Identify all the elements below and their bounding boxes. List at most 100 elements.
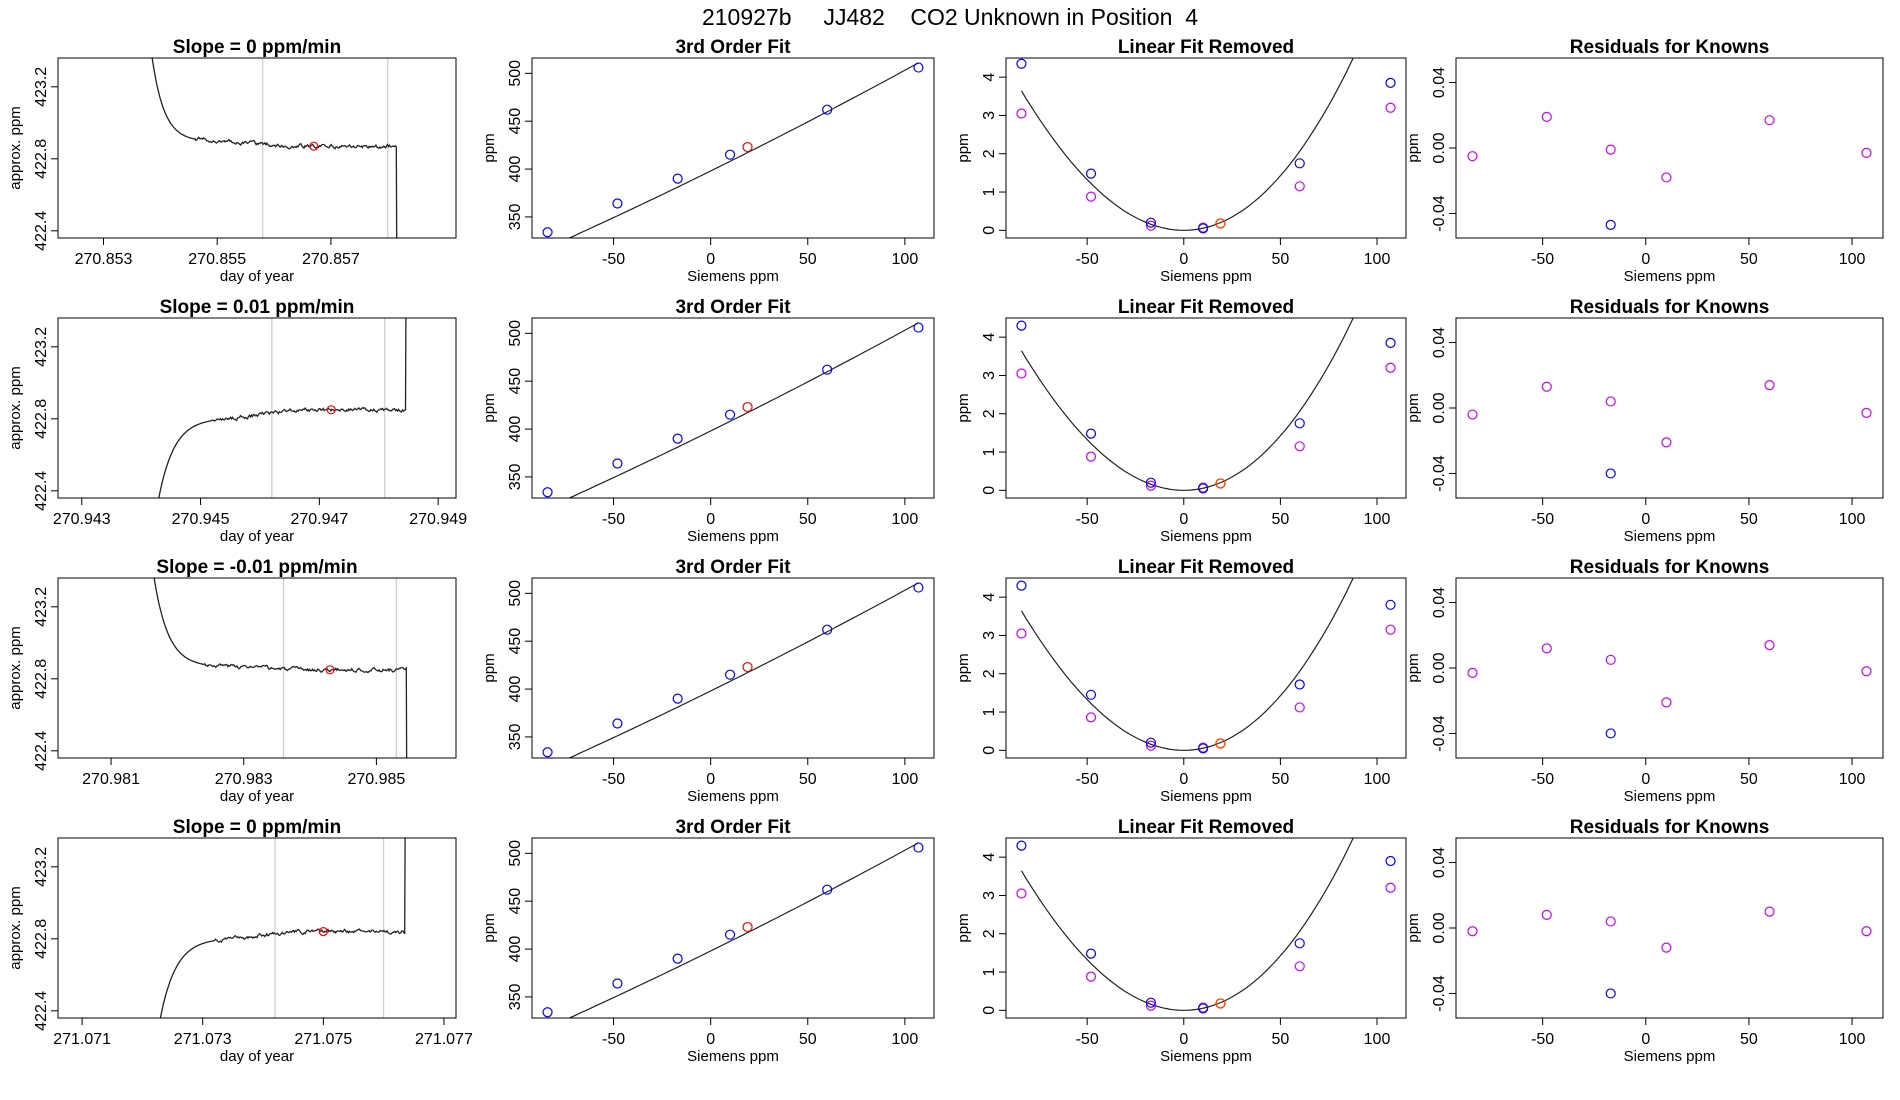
y-tick-label: 2 [981,929,998,938]
y-tick-label: -0.04 [1431,975,1448,1012]
y-axis-label: ppm [481,393,498,422]
y-tick-label: 423.2 [33,327,50,367]
y-axis-label: approx. ppm [7,106,24,189]
panel-title: Slope = 0 ppm/min [173,817,341,838]
y-tick-label: 0.04 [1431,847,1448,878]
panel-title: 3rd Order Fit [675,297,791,318]
x-tick-label: -50 [602,771,625,788]
y-tick-label: 4 [981,593,998,602]
unknown-point [1215,478,1226,489]
plot-area [1016,58,1396,234]
x-tick-label: -50 [1076,251,1099,268]
x-tick-label: 0 [1179,511,1188,528]
y-tick-label: 0 [981,1006,998,1015]
panel-title: Residuals for Knowns [1570,297,1770,318]
plot-area [542,322,924,498]
plot-area [153,578,408,758]
magenta-point [1145,1000,1157,1011]
residual-point [1467,667,1478,679]
known-point [1145,997,1157,1008]
fit-curve [567,322,919,498]
known-point [612,978,623,989]
y-tick-label: 2 [981,669,998,678]
known-point [724,929,736,940]
chart-panel-trace-row2: Slope = 0.01 ppm/min 270.943 270.945 270.94… [7,297,467,545]
x-tick-label: 271.073 [174,1031,232,1048]
y-tick-label: 500 [507,580,524,607]
x-tick-label: 0 [706,511,715,528]
residual-point [1764,115,1775,126]
known-point [1605,988,1616,999]
unknown-point [1215,998,1226,1009]
plot-area [159,838,406,1018]
panel-frame [57,57,457,239]
x-tick-label: 0 [1179,251,1188,268]
magenta-point [1385,362,1396,373]
chart-panel-fit-row3: 3rd Order Fit -50 0 50 100 Siemens ppm 350 400 4… [481,557,935,805]
y-tick-label: 400 [507,416,524,443]
known-point [913,582,924,593]
magenta-point [1016,888,1027,899]
y-tick-label: 3 [981,891,998,900]
magenta-point [1085,712,1097,723]
panel-title: 3rd Order Fit [675,817,791,838]
x-tick-label: 100 [892,251,919,268]
y-tick-label: 1 [981,707,998,716]
known-point [612,198,623,209]
magenta-point [1085,971,1097,982]
known-point [1605,728,1616,739]
x-tick-label: 100 [892,1031,919,1048]
x-tick-label: 100 [892,511,919,528]
panel-frame [1455,317,1884,499]
x-tick-label: 100 [1839,771,1866,788]
x-tick-label: -50 [602,251,625,268]
known-point [542,227,553,238]
chart-panel-trace-row4: Slope = 0 ppm/min 271.071 271.073 271.075 27… [7,817,473,1065]
y-tick-label: 0.00 [1431,652,1448,683]
y-axis-label: ppm [1405,393,1422,422]
y-tick-label: 423.2 [33,847,50,887]
x-tick-label: 50 [1740,251,1758,268]
panel-frame [1005,837,1407,1019]
y-tick-label: 350 [507,723,524,750]
x-axis-label: Siemens ppm [1624,1048,1716,1065]
y-tick-label: 0.04 [1431,67,1448,98]
y-tick-label: 400 [507,156,524,183]
known-point [913,842,924,853]
x-axis-label: day of year [220,788,294,805]
y-tick-label: 450 [507,628,524,655]
x-tick-label: -50 [1531,771,1554,788]
known-point [1145,217,1157,228]
x-tick-label: -50 [1531,1031,1554,1048]
magenta-point [1385,102,1396,113]
known-point [1198,1003,1209,1014]
residual-point [1541,909,1552,921]
x-tick-label: 100 [1364,1031,1391,1048]
panel-title: 3rd Order Fit [675,557,791,578]
chart-panel-residuals-row2: Residuals for Knowns -50 0 50 100 Siemens ppm… [1405,297,1884,545]
y-tick-label: 422.4 [33,471,50,511]
residual-point [1467,409,1478,420]
y-tick-label: 500 [507,840,524,867]
panel-title: Residuals for Knowns [1570,37,1770,58]
mean-point-marker [309,141,319,151]
plot-area [1467,639,1872,739]
known-point [1294,158,1305,169]
y-tick-label: 3 [981,111,998,120]
plot-area [1016,838,1396,1014]
x-tick-label: 0 [706,1031,715,1048]
x-tick-label: 270.981 [82,771,140,788]
known-point [724,149,736,160]
known-point [672,693,683,704]
x-tick-label: 270.949 [409,511,467,528]
panel-title: Slope = -0.01 ppm/min [156,557,357,578]
unknown-point [1215,218,1226,229]
x-tick-label: 100 [1364,251,1391,268]
x-tick-label: 50 [799,251,817,268]
x-tick-label: 271.071 [53,1031,111,1048]
y-tick-label: 0.00 [1431,132,1448,163]
y-axis-label: approx. ppm [7,886,24,969]
y-tick-label: 2 [981,409,998,418]
panel-title: Linear Fit Removed [1118,297,1294,318]
